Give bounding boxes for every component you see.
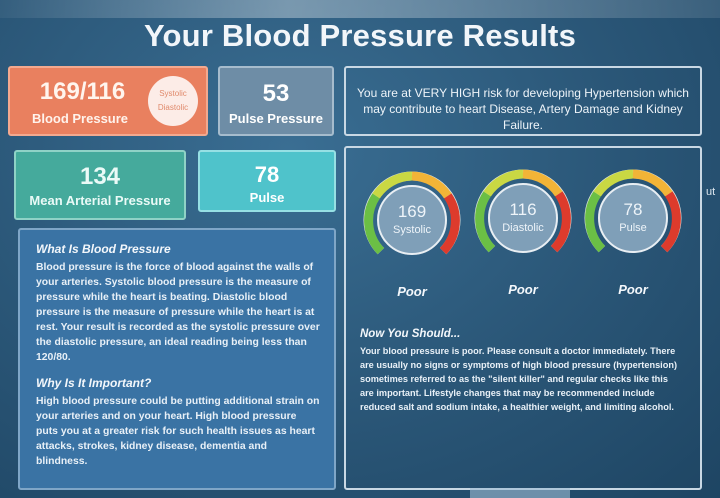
systolic-status: Poor <box>397 284 427 299</box>
pulse-gauge-label: Pulse <box>619 222 647 234</box>
edge-text-fragment: ut <box>706 186 716 198</box>
mean-arterial-pressure-card: 134 Mean Arterial Pressure <box>14 150 186 220</box>
diastolic-tag: Diastolic <box>157 103 189 112</box>
info-panel: What Is Blood Pressure Blood pressure is… <box>18 228 336 490</box>
gauge-dial-icon <box>363 171 461 269</box>
diastolic-gauge-label: Diastolic <box>502 222 544 234</box>
risk-message: You are at VERY HIGH risk for developing… <box>357 86 689 132</box>
blood-pressure-value: 169/116 <box>39 78 126 105</box>
systolic-gauge-label: Systolic <box>393 224 431 236</box>
screen-glare <box>0 0 720 18</box>
gauge-dial-icon <box>474 169 572 267</box>
diastolic-gauge: 116 Diastolic <box>473 168 573 268</box>
why-important-heading: Why Is It Important? <box>36 376 152 390</box>
pulse-pressure-card: 53 Pulse Pressure <box>218 66 334 136</box>
now-you-should-heading: Now You Should... <box>360 328 461 340</box>
bottom-button-edge[interactable] <box>470 488 570 498</box>
diastolic-gauge-value: 116 <box>509 200 537 219</box>
pulse-gauge: 78 Pulse <box>583 168 683 268</box>
mean-arterial-label: Mean Arterial Pressure <box>29 193 171 208</box>
what-is-heading: What Is Blood Pressure <box>36 242 171 256</box>
page-title: Your Blood Pressure Results <box>143 18 577 53</box>
pulse-status: Poor <box>618 282 648 297</box>
diastolic-status: Poor <box>508 282 538 297</box>
pulse-label: Pulse <box>249 190 285 205</box>
gauge-dial-icon <box>584 169 682 267</box>
pulse-pressure-value: 53 <box>262 80 290 107</box>
why-important-text: High blood pressure could be putting add… <box>36 396 320 467</box>
systolic-diastolic-badge: Systolic Diastolic <box>148 76 198 126</box>
systolic-tag: Systolic <box>159 89 187 98</box>
now-you-should-text: Your blood pressure is poor. Please cons… <box>360 346 678 412</box>
pulse-card: 78 Pulse <box>198 150 336 212</box>
blood-pressure-card: 169/116 Blood Pressure Systolic Diastoli… <box>8 66 208 136</box>
systolic-gauge: 169 Systolic <box>362 170 462 270</box>
gauge-panel: 169 Systolic Poor 116 Diastolic Poor 78 … <box>344 146 702 490</box>
mean-arterial-value: 134 <box>79 163 121 190</box>
pulse-pressure-label: Pulse Pressure <box>229 111 323 126</box>
systolic-gauge-value: 169 <box>397 202 427 221</box>
pulse-gauge-value: 78 <box>623 200 643 219</box>
what-is-text: Blood pressure is the force of blood aga… <box>36 262 320 363</box>
risk-message-card: You are at VERY HIGH risk for developing… <box>344 66 702 136</box>
blood-pressure-label: Blood Pressure <box>31 111 129 126</box>
pulse-value: 78 <box>254 162 280 187</box>
